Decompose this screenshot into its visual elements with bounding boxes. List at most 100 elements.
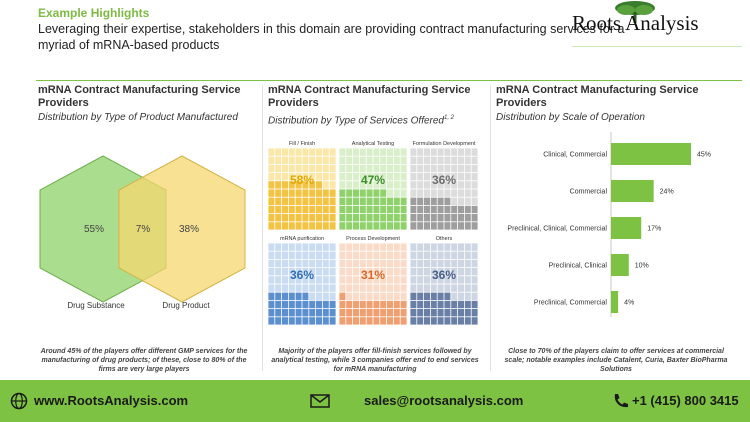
waffle-cell [464, 214, 471, 222]
panel2-subtitle: Distribution by Type of Services Offered… [268, 115, 455, 127]
waffle-cell [268, 300, 275, 309]
waffle-cell [410, 251, 417, 259]
waffle-cell [373, 181, 380, 189]
waffle-cell [359, 164, 366, 173]
waffle-cell [444, 181, 451, 189]
waffle-cell [437, 173, 444, 181]
website-link[interactable]: www.RootsAnalysis.com [34, 393, 189, 408]
waffle-cell [430, 189, 437, 197]
waffle-cell [464, 173, 471, 181]
waffle-cell [444, 243, 451, 251]
waffle-cell [437, 181, 444, 189]
waffle-cell [353, 317, 359, 325]
waffle-cell [309, 309, 316, 317]
waffle-panel: mRNA purification 36% [268, 236, 336, 325]
bar-category-label: Commercial [570, 189, 608, 196]
waffle-cell [471, 309, 478, 317]
waffle-cell [288, 205, 295, 214]
waffle-cell [444, 205, 451, 214]
waffle-cell [366, 156, 373, 164]
waffle-cell [329, 156, 336, 164]
waffle-cell [471, 268, 478, 276]
waffle-label: Others [436, 236, 453, 242]
waffle-cell [400, 251, 407, 259]
waffle-cell [410, 197, 417, 205]
waffle-cell [295, 222, 302, 230]
waffle-cell [282, 268, 288, 276]
waffle-label: mRNA purification [280, 236, 324, 242]
waffle-cell [353, 197, 359, 205]
bar-chart: Clinical, Commercial 45% Commercial 24% Prec… [507, 132, 711, 317]
waffle-cell [393, 251, 400, 259]
waffle-cell [295, 292, 302, 300]
waffle-cell [316, 148, 322, 156]
waffle-cell [464, 205, 471, 214]
waffle-cell [329, 173, 336, 181]
waffle-cell [393, 268, 400, 276]
waffle-cell [451, 148, 458, 156]
email-link[interactable]: sales@rootsanalysis.com [364, 393, 524, 408]
waffle-cell [295, 197, 302, 205]
waffle-cell [322, 222, 329, 230]
waffle-cell [346, 189, 353, 197]
waffle-cell [464, 259, 471, 268]
panel2-title: mRNA Contract Manufacturing Service Prov… [268, 84, 471, 109]
waffle-cell [387, 214, 393, 222]
bar-category-label: Preclinical, Commercial [534, 300, 608, 307]
waffle-cell [387, 222, 393, 230]
waffle-cell [288, 292, 295, 300]
waffle-cell [458, 300, 464, 309]
waffle-cell [359, 268, 366, 276]
waffle-cell [464, 300, 471, 309]
waffle-cell [295, 205, 302, 214]
waffle-cell [458, 164, 464, 173]
waffle-value: 36% [432, 173, 456, 187]
waffle-label: Process Development [346, 236, 400, 242]
waffle-cell [295, 317, 302, 325]
waffle-cell [309, 164, 316, 173]
waffle-cell [410, 164, 417, 173]
waffle-cell [430, 181, 437, 189]
waffle-cell [451, 276, 458, 284]
waffle-value: 36% [432, 268, 456, 282]
waffle-cell [451, 214, 458, 222]
phone-link[interactable]: +1 (415) 800 3415 [632, 393, 739, 408]
waffle-cell [393, 205, 400, 214]
waffle-cell [346, 181, 353, 189]
waffle-cell [387, 317, 393, 325]
waffle-cell [393, 148, 400, 156]
waffle-cell [458, 276, 464, 284]
waffle-cell [437, 317, 444, 325]
panel3-subtitle: Distribution by Scale of Operation [496, 112, 645, 123]
waffle-cell [458, 181, 464, 189]
waffle-cell [295, 164, 302, 173]
waffle-cell [387, 243, 393, 251]
waffle-cell [339, 222, 346, 230]
waffle-cell [288, 268, 295, 276]
waffle-cell [400, 243, 407, 251]
panel1-note: Around 45% of the players offer differen… [40, 348, 248, 373]
waffle-cell [417, 173, 424, 181]
waffle-cell [346, 300, 353, 309]
footer-bar: www.RootsAnalysis.com sales@rootsanalysi… [0, 380, 750, 422]
panel-divider [262, 86, 263, 371]
waffle-cell [275, 317, 282, 325]
waffle-cell [444, 309, 451, 317]
waffle-cell [346, 156, 353, 164]
waffle-cell [353, 251, 359, 259]
waffle-cell [387, 156, 393, 164]
panel2-note: Majority of the players offer fill-finis… [271, 348, 479, 373]
waffle-cell [309, 181, 316, 189]
waffle-cell [437, 259, 444, 268]
waffle-cell [417, 189, 424, 197]
waffle-cell [393, 197, 400, 205]
waffle-value: 31% [361, 268, 385, 282]
panel-divider [490, 86, 491, 371]
waffle-cell [387, 164, 393, 173]
waffle-cell [417, 268, 424, 276]
waffle-cell [353, 156, 359, 164]
venn-left-value: 55% [84, 224, 104, 235]
waffle-cell [268, 292, 275, 300]
waffle-cell [282, 292, 288, 300]
waffle-cell [380, 259, 387, 268]
